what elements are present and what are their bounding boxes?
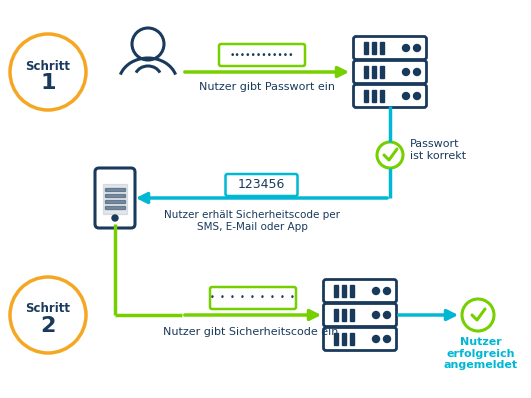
FancyBboxPatch shape: [323, 279, 397, 302]
Circle shape: [414, 92, 421, 100]
Circle shape: [462, 299, 494, 331]
Text: Schritt: Schritt: [25, 59, 71, 72]
Circle shape: [373, 336, 380, 343]
FancyBboxPatch shape: [219, 44, 305, 66]
Bar: [350, 309, 354, 321]
Circle shape: [402, 92, 409, 100]
Bar: [380, 66, 384, 78]
Bar: [334, 285, 338, 297]
Bar: [342, 309, 346, 321]
Text: Nutzer
erfolgreich
angemeldet: Nutzer erfolgreich angemeldet: [444, 337, 518, 370]
Text: Passwort
ist korrekt: Passwort ist korrekt: [410, 139, 466, 161]
Circle shape: [10, 277, 86, 353]
Bar: [364, 66, 368, 78]
Bar: [105, 188, 125, 191]
Bar: [372, 42, 376, 54]
Circle shape: [383, 287, 390, 295]
Circle shape: [383, 312, 390, 318]
Text: 2: 2: [40, 316, 56, 336]
Bar: [334, 333, 338, 345]
FancyBboxPatch shape: [210, 287, 296, 309]
Circle shape: [373, 312, 380, 318]
Text: Nutzer erhält Sicherheitscode per
SMS, E-Mail oder App: Nutzer erhält Sicherheitscode per SMS, E…: [165, 210, 340, 232]
Text: 1: 1: [40, 73, 56, 93]
Circle shape: [112, 215, 118, 221]
FancyBboxPatch shape: [354, 84, 426, 107]
Circle shape: [132, 28, 164, 60]
Text: 123456: 123456: [238, 178, 285, 191]
Text: Schritt: Schritt: [25, 302, 71, 316]
Bar: [334, 309, 338, 321]
Text: ••••••••••••: ••••••••••••: [230, 51, 294, 59]
Bar: [342, 285, 346, 297]
Bar: [105, 206, 125, 209]
Bar: [372, 90, 376, 102]
Bar: [105, 194, 125, 197]
FancyBboxPatch shape: [354, 60, 426, 84]
FancyBboxPatch shape: [95, 168, 135, 228]
Bar: [364, 90, 368, 102]
Circle shape: [402, 45, 409, 51]
Circle shape: [402, 68, 409, 76]
Bar: [350, 333, 354, 345]
Circle shape: [10, 34, 86, 110]
Circle shape: [383, 336, 390, 343]
FancyBboxPatch shape: [323, 304, 397, 326]
Circle shape: [377, 142, 403, 168]
Bar: [350, 285, 354, 297]
Text: Nutzer gibt Passwort ein: Nutzer gibt Passwort ein: [199, 82, 335, 92]
FancyBboxPatch shape: [226, 174, 297, 196]
Circle shape: [414, 45, 421, 51]
FancyBboxPatch shape: [323, 328, 397, 351]
Bar: [364, 42, 368, 54]
Text: • • • • • • • • •: • • • • • • • • •: [210, 293, 295, 302]
Bar: [103, 184, 127, 214]
Bar: [380, 42, 384, 54]
Bar: [342, 333, 346, 345]
Circle shape: [373, 287, 380, 295]
Bar: [380, 90, 384, 102]
Bar: [372, 66, 376, 78]
Circle shape: [414, 68, 421, 76]
FancyBboxPatch shape: [354, 37, 426, 59]
Bar: [105, 200, 125, 203]
Text: Nutzer gibt Sicherheitscode ein: Nutzer gibt Sicherheitscode ein: [164, 327, 339, 337]
